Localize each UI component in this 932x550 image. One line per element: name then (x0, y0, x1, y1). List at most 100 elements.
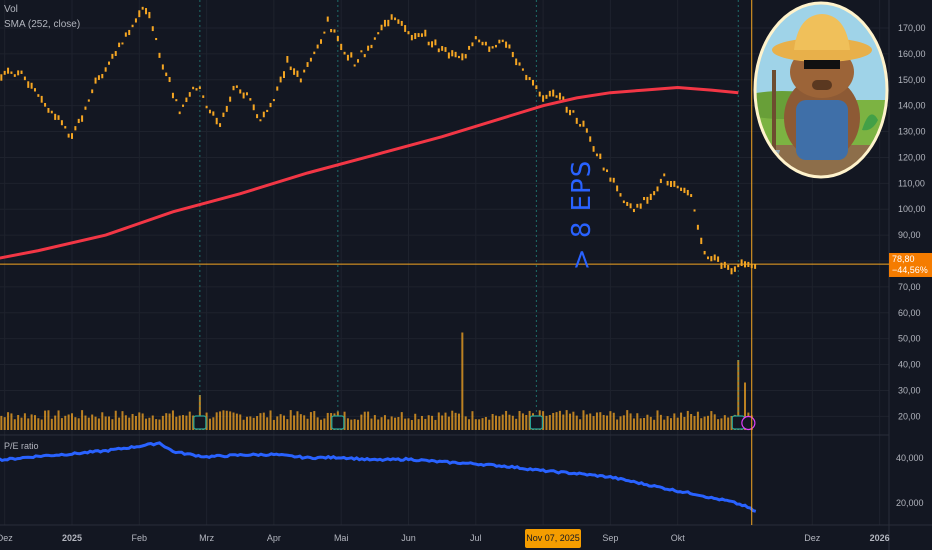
price-bar (373, 37, 376, 40)
price-bar (673, 180, 676, 187)
price-bar (198, 86, 201, 90)
price-bar (293, 68, 296, 75)
volume-bar (313, 411, 316, 430)
volume-bar (686, 410, 689, 430)
volume-bar (303, 415, 306, 430)
price-bar (710, 256, 713, 262)
pe-indicator-label[interactable]: P/E ratio (4, 441, 39, 451)
price-bar (367, 45, 370, 51)
price-tick-label: 120,00 (898, 152, 926, 162)
price-bar (706, 256, 709, 260)
volume-bar (309, 412, 312, 430)
volume-indicator-label[interactable]: Vol (4, 4, 18, 15)
price-tick-label: 110,00 (898, 178, 925, 188)
volume-bar (457, 413, 460, 430)
eps-annotation[interactable]: > 8 EPS (552, 150, 612, 280)
price-bar (208, 109, 211, 114)
price-bar (256, 114, 259, 119)
price-bar (357, 59, 360, 63)
volume-bar (205, 412, 208, 430)
price-bar (84, 106, 87, 110)
price-bar (346, 54, 349, 61)
price-bar (390, 14, 393, 20)
price-bar (188, 92, 191, 97)
price-bar (97, 75, 100, 80)
volume-bar (636, 413, 639, 430)
price-bar (437, 48, 440, 53)
volume-bar (397, 417, 400, 430)
price-bar (542, 95, 545, 102)
price-bar (192, 86, 195, 90)
price-bar (619, 193, 622, 197)
volume-bar (0, 415, 3, 430)
price-bar (538, 91, 541, 97)
price-bar (609, 177, 612, 182)
price-bar (57, 115, 60, 120)
price-bar (54, 113, 57, 120)
volume-bar (420, 415, 423, 430)
volume-bar (229, 411, 232, 430)
volume-bar (71, 413, 73, 430)
price-bar (653, 191, 656, 196)
volume-bar (562, 414, 565, 430)
price-bar (508, 44, 511, 49)
volume-bar (700, 418, 703, 430)
price-bar (454, 51, 457, 58)
price-bar (10, 71, 13, 74)
price-bar (222, 112, 225, 117)
volume-bar (474, 419, 477, 430)
volume-bar (215, 412, 218, 430)
volume-bar (491, 413, 494, 430)
volume-bar (370, 418, 373, 430)
volume-bar (13, 419, 16, 430)
volume-bar (619, 416, 622, 430)
volume-bar (653, 419, 656, 430)
price-bar (478, 39, 481, 43)
price-bar (461, 53, 464, 61)
price-bar (723, 261, 726, 268)
crosshair-date-label: Nov 07, 2025 (525, 529, 581, 548)
price-tick-label: 130,00 (898, 127, 926, 137)
volume-bar (606, 415, 609, 430)
price-bar (50, 110, 53, 114)
price-bar (686, 189, 689, 196)
price-bar (488, 46, 491, 52)
last-price-change: −44,56% (892, 265, 928, 275)
price-bar (680, 187, 683, 191)
volume-bar (360, 414, 363, 430)
volume-bar (518, 411, 521, 430)
price-bar (114, 51, 117, 56)
price-bar (17, 70, 20, 76)
volume-bar (17, 415, 20, 430)
volume-bar (431, 415, 434, 430)
volume-bar (97, 418, 100, 430)
volume-bar (478, 419, 481, 430)
volume-bar (47, 410, 50, 430)
price-bar (569, 109, 572, 116)
price-bar (286, 56, 289, 63)
volume-bar (286, 419, 289, 430)
volume-bar (350, 419, 353, 430)
price-bar (582, 120, 585, 127)
price-bar (259, 119, 262, 122)
price-bar (532, 79, 535, 86)
price-bar (74, 126, 77, 131)
volume-bar (656, 410, 659, 430)
volume-bar (121, 411, 124, 430)
volume-bar (357, 419, 360, 430)
price-bar (494, 44, 497, 48)
volume-bar (703, 416, 706, 430)
price-bar (104, 67, 107, 72)
sma-indicator-label[interactable]: SMA (252, close) (4, 19, 81, 30)
price-bar (320, 39, 323, 44)
price-bar (424, 29, 427, 37)
volume-bar (249, 416, 252, 430)
volume-bar (713, 414, 716, 430)
price-bar (195, 88, 198, 91)
dividend-marker-icon (741, 415, 756, 431)
price-bar (7, 67, 10, 74)
price-bar (400, 20, 403, 26)
price-bar (387, 19, 390, 27)
volume-bar (222, 410, 225, 430)
